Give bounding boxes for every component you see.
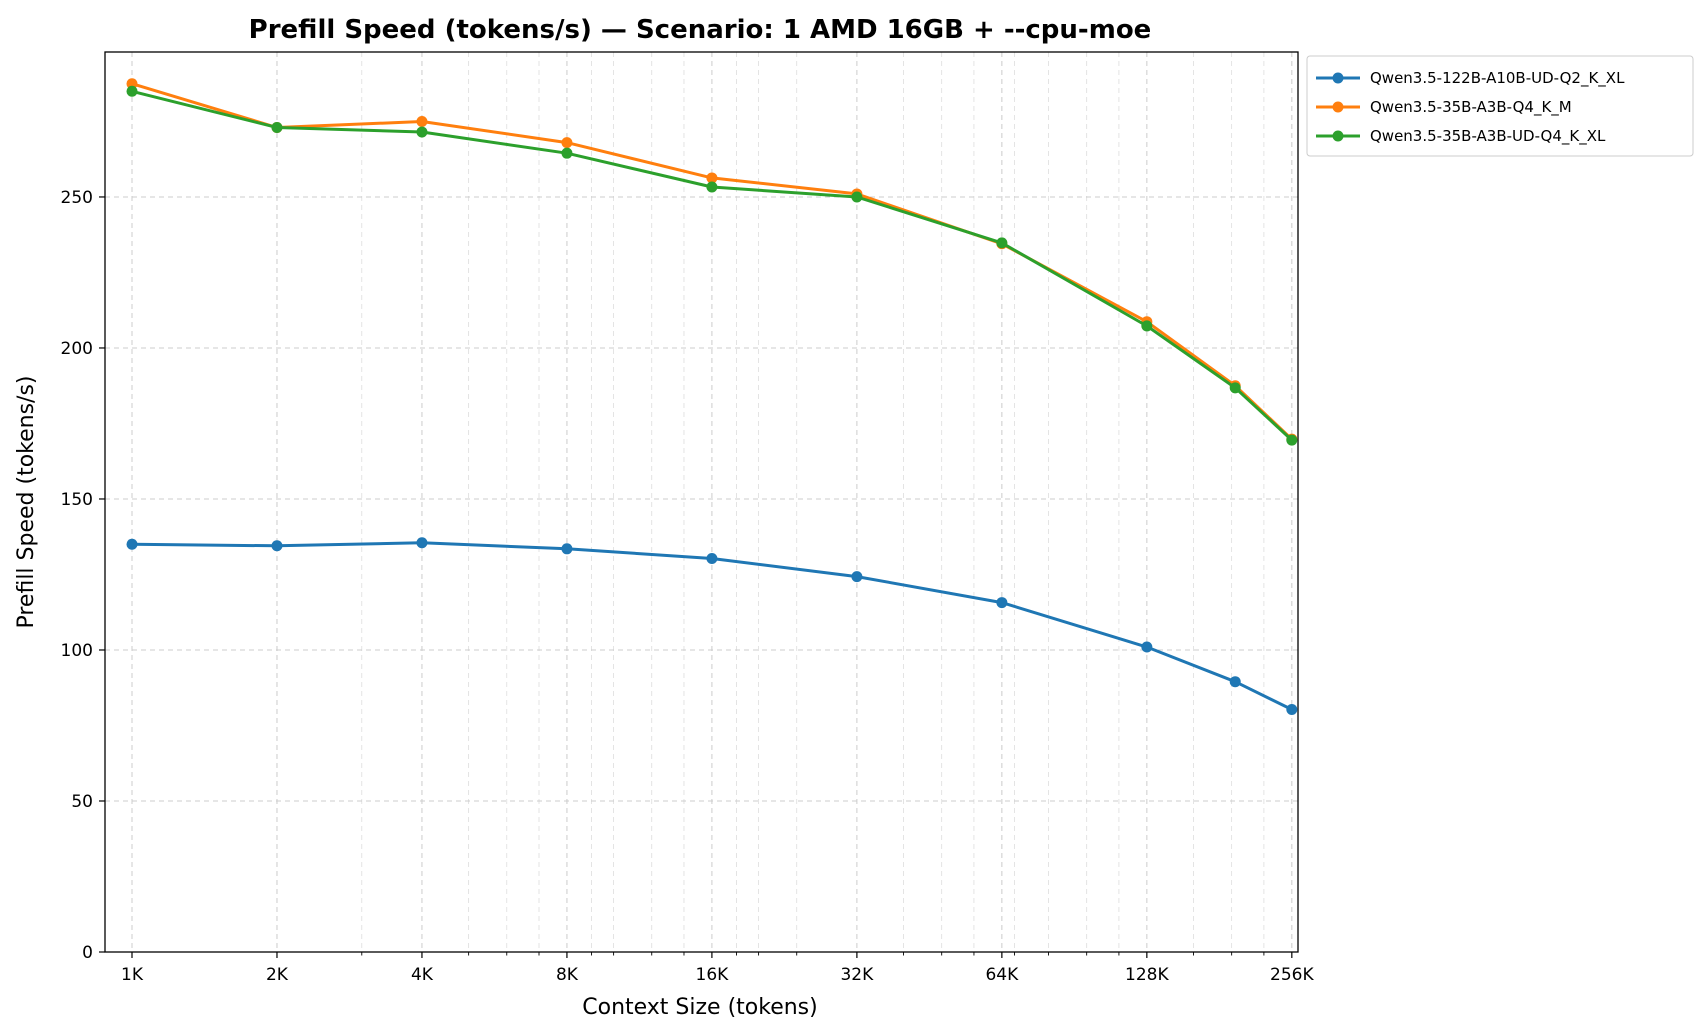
x-tick-label: 16K bbox=[696, 965, 730, 985]
data-point bbox=[561, 543, 573, 555]
data-point bbox=[851, 571, 863, 583]
data-point bbox=[271, 122, 283, 134]
data-point bbox=[1141, 641, 1153, 653]
data-point bbox=[271, 540, 283, 552]
legend: Qwen3.5-122B-A10B-UD-Q2_K_XL Qwen3.5-35B-… bbox=[1306, 55, 1694, 157]
y-tick-label: 50 bbox=[71, 792, 93, 812]
x-tick-label: 256K bbox=[1270, 965, 1314, 985]
chart-title: Prefill Speed (tokens/s) — Scenario: 1 A… bbox=[249, 15, 1152, 45]
data-point bbox=[561, 147, 573, 159]
legend-item: Qwen3.5-122B-A10B-UD-Q2_K_XL bbox=[1316, 69, 1625, 88]
y-tick-label: 0 bbox=[82, 943, 93, 963]
data-point bbox=[561, 137, 573, 149]
y-tick-label: 250 bbox=[61, 188, 93, 208]
data-point bbox=[126, 78, 138, 90]
x-tick-label: 1K bbox=[121, 965, 144, 985]
legend-box bbox=[1306, 55, 1694, 157]
data-point bbox=[851, 191, 863, 203]
data-point bbox=[416, 115, 428, 127]
series-3 bbox=[126, 85, 1298, 446]
data-point bbox=[1286, 434, 1298, 446]
legend-label: Qwen3.5-35B-A3B-Q4_K_M bbox=[1370, 98, 1572, 117]
plot-area-frame bbox=[104, 51, 1299, 953]
legend-swatch-marker bbox=[1332, 72, 1344, 84]
series-line bbox=[130, 541, 1294, 711]
legend-label: Qwen3.5-122B-A10B-UD-Q2_K_XL bbox=[1370, 69, 1625, 88]
data-point bbox=[996, 237, 1008, 249]
data-point bbox=[126, 538, 138, 550]
grid-lines bbox=[105, 52, 1298, 953]
series-line bbox=[130, 89, 1294, 442]
data-point bbox=[996, 597, 1008, 609]
legend-item: Qwen3.5-35B-A3B-UD-Q4_K_XL bbox=[1316, 127, 1606, 146]
data-point bbox=[706, 552, 718, 564]
data-point bbox=[1141, 320, 1153, 332]
y-tick-label: 100 bbox=[61, 641, 93, 661]
x-tick-label: 64K bbox=[985, 965, 1019, 985]
y-tick-label: 200 bbox=[61, 339, 93, 359]
series-lines bbox=[126, 78, 1298, 715]
data-point bbox=[416, 537, 428, 549]
x-tick-label: 32K bbox=[840, 965, 874, 985]
legend-swatch-marker bbox=[1332, 101, 1344, 113]
y-axis-label: Prefill Speed (tokens/s) bbox=[14, 375, 39, 628]
x-tick-label: 2K bbox=[266, 965, 289, 985]
data-point bbox=[416, 126, 428, 138]
axis-ticks: 1K 2K 4K 8K 16K 32K 64K 128K 256K 0 50 100 150 200 250 bbox=[61, 188, 1315, 985]
x-tick-label: 4K bbox=[411, 965, 434, 985]
series-1 bbox=[126, 537, 1298, 715]
x-axis-label: Context Size (tokens) bbox=[582, 995, 817, 1020]
x-tick-label: 128K bbox=[1125, 965, 1169, 985]
legend-item: Qwen3.5-35B-A3B-Q4_K_M bbox=[1316, 98, 1572, 117]
x-tick-label: 8K bbox=[556, 965, 579, 985]
data-point bbox=[126, 85, 138, 97]
data-point bbox=[706, 172, 718, 184]
legend-label: Qwen3.5-35B-A3B-UD-Q4_K_XL bbox=[1370, 127, 1606, 146]
data-point bbox=[1229, 382, 1241, 394]
legend-swatch-marker bbox=[1332, 130, 1344, 142]
data-point bbox=[1229, 676, 1241, 688]
y-tick-label: 150 bbox=[61, 490, 93, 510]
series-line bbox=[130, 82, 1294, 441]
data-point bbox=[1286, 703, 1298, 715]
data-point bbox=[706, 181, 718, 193]
